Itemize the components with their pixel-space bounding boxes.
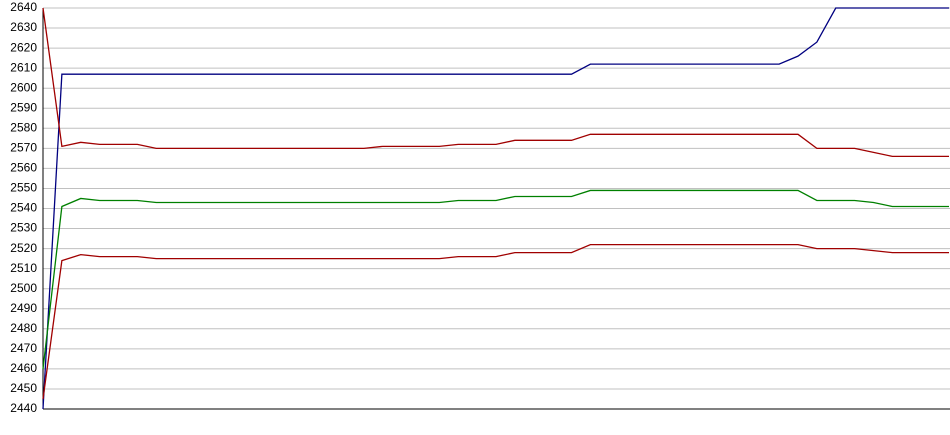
y-tick-label: 2550 [10, 181, 37, 195]
y-tick-label: 2590 [10, 100, 37, 114]
y-tick-label: 2500 [10, 281, 37, 295]
y-tick-label: 2570 [10, 141, 37, 155]
y-tick-label: 2560 [10, 161, 37, 175]
y-tick-label: 2470 [10, 341, 37, 355]
y-tick-label: 2460 [10, 361, 37, 375]
y-tick-label: 2610 [10, 60, 37, 74]
y-tick-label: 2630 [10, 20, 37, 34]
y-tick-label: 2620 [10, 40, 37, 54]
series-line [42, 7, 949, 158]
y-tick-label: 2440 [10, 401, 37, 415]
y-tick-label: 2480 [10, 321, 37, 335]
series-line [42, 189, 949, 369]
y-tick-label: 2580 [10, 120, 37, 134]
y-tick-label: 2540 [10, 201, 37, 215]
y-tick-label: 2490 [10, 301, 37, 315]
y-tick-label: 2510 [10, 261, 37, 275]
y-tick-label: 2530 [10, 221, 37, 235]
series-line [42, 243, 949, 400]
y-tick-label: 2600 [10, 80, 37, 94]
y-tick-label: 2520 [10, 241, 37, 255]
y-tick-label: 2640 [10, 0, 37, 14]
series-line [42, 7, 949, 410]
y-tick-label: 2450 [10, 381, 37, 395]
